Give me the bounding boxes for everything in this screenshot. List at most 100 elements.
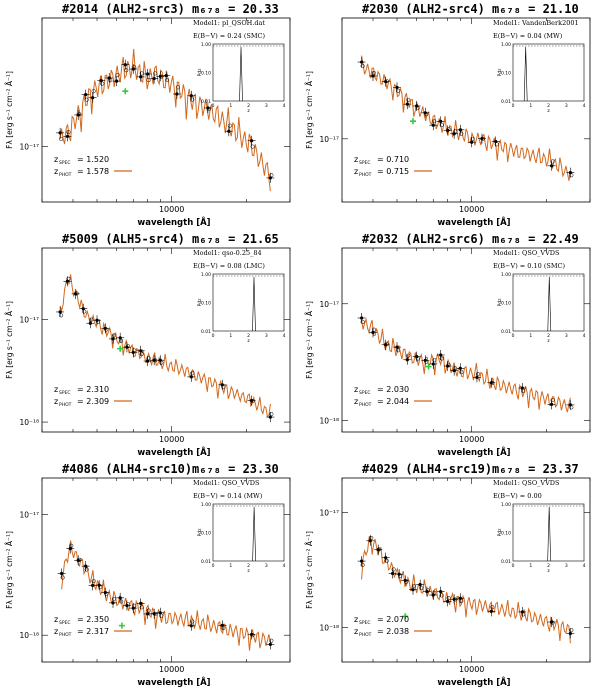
photometry-point bbox=[111, 601, 115, 605]
magnitude-label: m₆₇₈ = 23.30 bbox=[192, 462, 279, 476]
green-marker bbox=[425, 363, 432, 370]
pdz-y-tick-label: 0.10 bbox=[201, 71, 211, 77]
model-flux-point bbox=[415, 356, 420, 361]
panel-title: #2030 (ALH2-src4) bbox=[362, 2, 485, 16]
z-phot-eq: = 2.038 bbox=[377, 627, 409, 636]
pdz-peak bbox=[547, 276, 552, 332]
photometry-point bbox=[189, 624, 193, 628]
model-flux-point bbox=[521, 388, 526, 393]
z-spec-eq: = 2.350 bbox=[77, 615, 109, 624]
plot-frame bbox=[41, 17, 291, 203]
model-flux-point bbox=[453, 597, 458, 602]
x-tick-label: 10000 bbox=[159, 435, 184, 444]
photometry-point bbox=[395, 345, 399, 349]
model-flux-point bbox=[360, 319, 365, 324]
photometry-point bbox=[494, 139, 498, 144]
model-flux-point bbox=[111, 596, 117, 601]
z-spec-eq: = 2.030 bbox=[377, 385, 409, 394]
model-flux-point bbox=[395, 88, 401, 93]
model-flux-point bbox=[269, 411, 274, 417]
panel-title: #2032 (ALH2-src6) bbox=[362, 232, 485, 246]
photometry-point bbox=[91, 583, 95, 588]
model-flux-point bbox=[470, 136, 475, 141]
model-flux-point bbox=[66, 129, 71, 135]
template-spectrum bbox=[361, 55, 571, 181]
model-flux-point bbox=[124, 68, 129, 73]
y-axis-label: Fλ [erg s⁻¹ cm⁻² Å⁻¹] bbox=[5, 531, 14, 609]
model-name: Model1: qso-0.25_84 bbox=[193, 249, 262, 257]
model-flux-point bbox=[115, 72, 120, 78]
photometry-point bbox=[371, 74, 375, 78]
pdz-peak bbox=[252, 276, 256, 332]
model-flux-point bbox=[206, 107, 211, 112]
model-flux-point bbox=[371, 327, 377, 332]
pdz-inset bbox=[212, 503, 285, 562]
sed-panel-4029: #4029 (ALH4-src19) m₆₇₈ = 23.37 10000 wavel… bbox=[300, 460, 600, 690]
photometry-point bbox=[439, 590, 443, 594]
model-flux-point bbox=[432, 358, 437, 363]
pdz-y-label: Pdz bbox=[497, 298, 503, 307]
z-spec-symbol: z bbox=[54, 385, 58, 394]
y-tick-label: 10⁻¹⁷ bbox=[19, 143, 39, 152]
model-flux-point bbox=[439, 356, 444, 361]
model-flux-point bbox=[190, 97, 195, 102]
pdz-x-tick-label: 1 bbox=[229, 333, 232, 339]
ebv-label: E(B−V) = 0.10 (SMC) bbox=[493, 262, 565, 270]
photometry-point bbox=[88, 321, 92, 325]
z-phot-symbol: z bbox=[54, 627, 58, 636]
model-flux-point bbox=[569, 173, 574, 178]
z-spec-eq: = 0.710 bbox=[377, 155, 409, 164]
pdz-x-tick-label: 2 bbox=[547, 333, 550, 339]
model-flux-point bbox=[569, 405, 574, 410]
photometry-point bbox=[431, 593, 435, 597]
pdz-inset bbox=[212, 273, 285, 332]
photometry-point bbox=[458, 128, 462, 132]
model-flux-point bbox=[377, 547, 382, 552]
y-tick-label-2: 10⁻¹⁸ bbox=[19, 418, 39, 427]
pdz-x-label: z bbox=[547, 109, 550, 114]
sed-chart-2032: #2032 (ALH2-src6) m₆₇₈ = 22.49 10000 wavele… bbox=[305, 232, 591, 458]
z-spec-subscript: SPEC bbox=[359, 390, 371, 396]
pdz-y-tick-label: 1.00 bbox=[501, 272, 511, 278]
pdz-x-tick-label: 0 bbox=[512, 103, 515, 109]
pdz-x-tick-label: 1 bbox=[529, 333, 532, 339]
sed-panel-2032: #2032 (ALH2-src6) m₆₇₈ = 22.49 10000 wavele… bbox=[300, 230, 600, 460]
photometry-point bbox=[568, 631, 572, 636]
model-name: Model1: QSO_VVDS bbox=[493, 249, 559, 257]
model-flux-point bbox=[384, 558, 389, 563]
photometry-point bbox=[103, 326, 107, 330]
plot-frame bbox=[341, 477, 591, 663]
photometry-point bbox=[84, 564, 88, 568]
model-name: Model1: VandenBerk2001 bbox=[493, 19, 579, 27]
model-flux-point bbox=[104, 327, 109, 332]
photometry-point bbox=[175, 92, 179, 96]
pdz-inset bbox=[212, 43, 285, 102]
model-flux-point bbox=[132, 603, 137, 608]
model-flux-point bbox=[550, 620, 555, 625]
sed-chart-4029: #4029 (ALH4-src19) m₆₇₈ = 23.37 10000 wavel… bbox=[305, 462, 591, 688]
photometry-point bbox=[158, 611, 162, 615]
pdz-x-tick-label: 3 bbox=[265, 333, 268, 339]
y-axis-label: Fλ [erg s⁻¹ cm⁻² Å⁻¹] bbox=[305, 71, 314, 149]
model-flux-point bbox=[165, 78, 170, 83]
model-flux-point bbox=[439, 123, 444, 128]
pdz-y-tick-label: 1.00 bbox=[201, 502, 211, 508]
photometry-point bbox=[65, 134, 70, 139]
pdz-y-label: Pdz bbox=[197, 528, 203, 537]
model-flux-point bbox=[159, 613, 164, 618]
y-tick-label-2: 10⁻¹⁸ bbox=[319, 623, 339, 632]
photometry-point bbox=[152, 76, 156, 81]
model-flux-point bbox=[395, 348, 401, 353]
z-spec-eq: = 2.070 bbox=[377, 615, 409, 624]
template-spectrum bbox=[59, 48, 271, 192]
pdz-x-tick-label: 0 bbox=[212, 333, 215, 339]
pdz-y-tick-label: 0.10 bbox=[501, 301, 511, 307]
model-flux-point bbox=[190, 619, 195, 624]
ebv-label: E(B−V) = 0.14 (MW) bbox=[193, 492, 263, 500]
photometry-point bbox=[91, 96, 95, 100]
x-axis-label: wavelength [Å] bbox=[137, 447, 210, 458]
model-flux-point bbox=[82, 309, 87, 314]
photometry-point bbox=[446, 128, 450, 133]
z-spec-symbol: z bbox=[354, 615, 358, 624]
model-flux-point bbox=[77, 112, 82, 117]
